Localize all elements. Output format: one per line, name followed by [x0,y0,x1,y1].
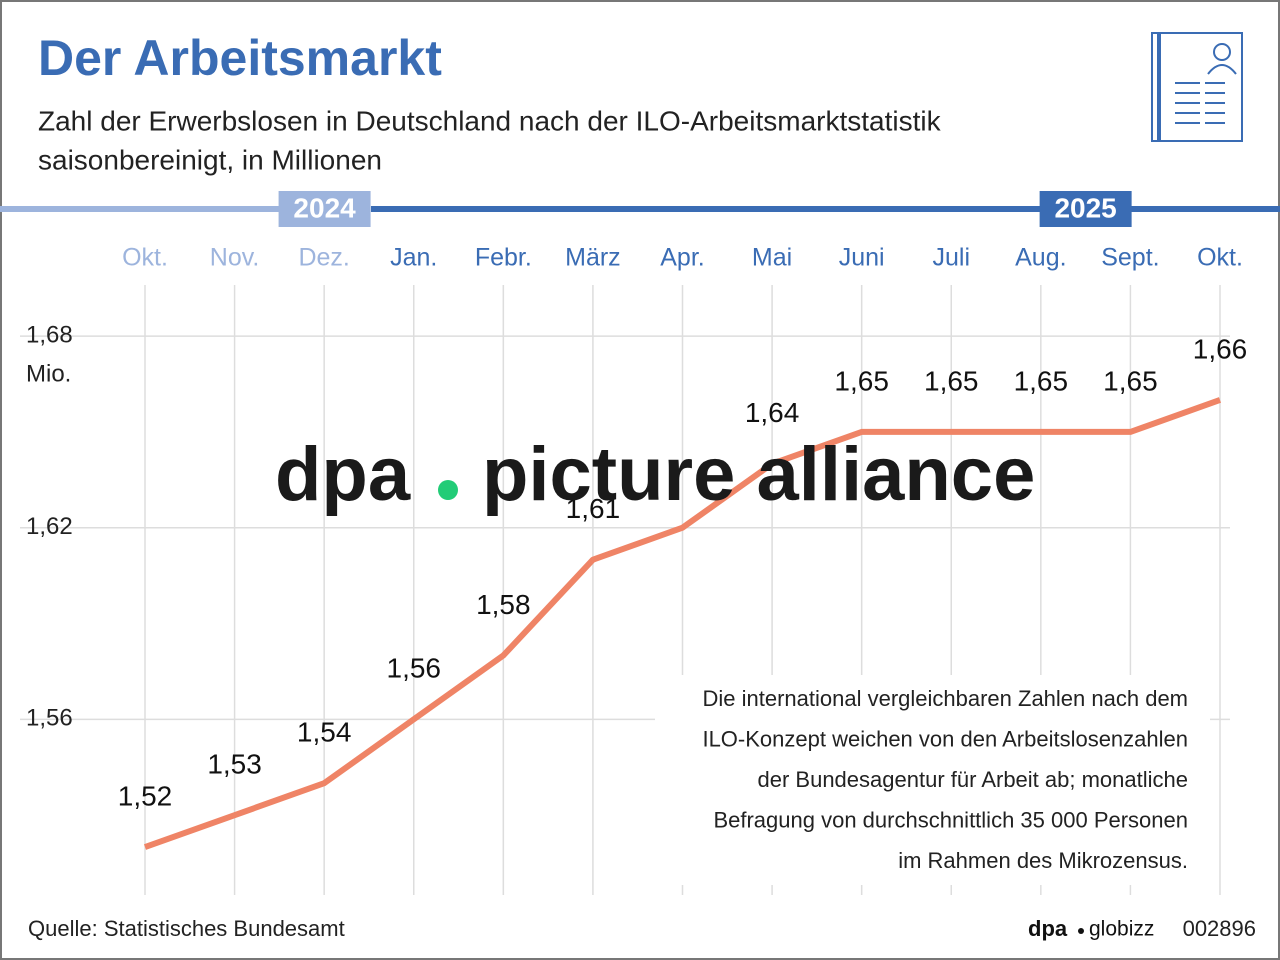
year-badge [1039,191,1132,227]
value-label: 1,54 [297,717,352,748]
credit-logo: dpa [1028,916,1068,941]
value-label: 1,65 [834,365,889,396]
y-tick-label: 1,68 [26,321,73,348]
x-tick-label: Dez. [298,244,349,272]
watermark-dot [438,480,458,500]
year-badge [278,191,371,227]
value-label: 1,65 [1014,365,1069,396]
value-label: 1,65 [924,365,979,396]
value-label: 1,56 [387,653,442,684]
credit-dot [1078,928,1084,934]
value-label: 1,52 [118,780,173,811]
value-label: 1,65 [1103,365,1158,396]
year-label: 2025 [1054,192,1116,223]
subtitle: saisonbereinigt, in Millionen [38,144,382,175]
watermark: picture alliance [482,432,1035,517]
y-tick-label: 1,62 [26,513,73,540]
data-line [143,397,1222,850]
watermark: dpa [275,432,411,517]
y-unit: Mio. [26,360,71,387]
y-tick-label: 1,56 [26,705,73,732]
credit-brand: globizz [1089,918,1154,941]
year-band [370,206,1280,212]
value-label: 1,53 [207,749,262,780]
x-tick-label: Jan. [390,244,437,272]
note: ILO-Konzept weichen von den Arbeitslosen… [702,726,1188,751]
note: im Rahmen des Mikrozensus. [898,848,1188,873]
value-label: 1,58 [476,589,531,620]
x-tick-label: Sept. [1101,244,1159,272]
note: Die international vergleichbaren Zahlen … [702,686,1188,711]
year-band [0,206,369,212]
x-tick-label: Okt. [1197,244,1243,272]
year-label: 2024 [293,192,356,223]
x-tick-label: Juni [839,244,885,272]
value-label: 1,61 [566,493,621,524]
note-background [655,675,1210,885]
x-tick-label: Apr. [660,244,704,272]
value-label: 1,66 [1193,333,1248,364]
value-label: 1,64 [745,397,800,428]
x-tick-label: Mai [752,244,792,272]
icon [1151,32,1243,142]
x-tick-label: Febr. [475,244,532,272]
note: Befragung von durchschnittlich 35 000 Pe… [713,807,1188,832]
chart-title: Der Arbeitsmarkt [38,30,442,86]
source: Quelle: Statistisches Bundesamt [28,916,345,941]
note: der Bundesagentur für Arbeit ab; monatli… [758,767,1189,792]
x-tick-label: März [565,244,621,272]
credit-id: 002896 [1183,916,1256,941]
x-tick-label: Aug. [1015,244,1066,272]
x-tick-label: Juli [932,244,970,272]
x-tick-label: Nov. [210,244,260,272]
x-tick-label: Okt. [122,244,168,272]
subtitle: Zahl der Erwerbslosen in Deutschland nac… [38,105,942,136]
